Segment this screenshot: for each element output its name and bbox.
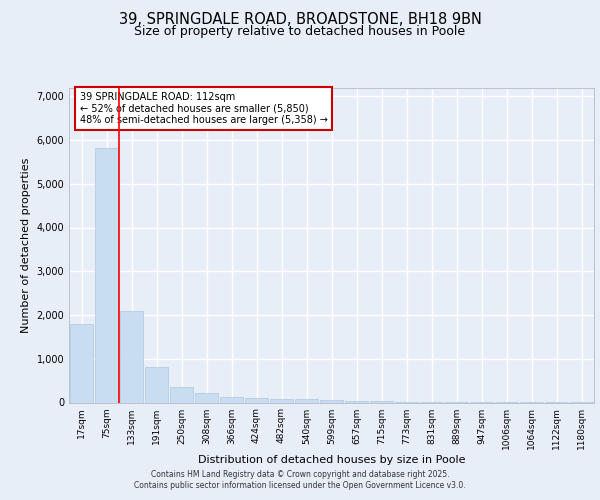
Bar	[320, 400, 343, 402]
Text: Contains HM Land Registry data © Crown copyright and database right 2025.: Contains HM Land Registry data © Crown c…	[151, 470, 449, 479]
Bar	[70, 324, 93, 402]
Text: Size of property relative to detached houses in Poole: Size of property relative to detached ho…	[134, 25, 466, 38]
Bar	[220, 397, 243, 402]
Bar	[295, 400, 318, 402]
Text: 39, SPRINGDALE ROAD, BROADSTONE, BH18 9BN: 39, SPRINGDALE ROAD, BROADSTONE, BH18 9B…	[119, 12, 481, 28]
Bar	[245, 398, 268, 402]
Bar	[170, 387, 193, 402]
Text: Contains public sector information licensed under the Open Government Licence v3: Contains public sector information licen…	[134, 481, 466, 490]
Bar	[145, 366, 168, 402]
Bar	[195, 394, 218, 402]
Y-axis label: Number of detached properties: Number of detached properties	[21, 158, 31, 332]
Bar	[345, 401, 368, 402]
X-axis label: Distribution of detached houses by size in Poole: Distribution of detached houses by size …	[198, 455, 465, 465]
Bar	[120, 311, 143, 402]
Text: 39 SPRINGDALE ROAD: 112sqm
← 52% of detached houses are smaller (5,850)
48% of s: 39 SPRINGDALE ROAD: 112sqm ← 52% of deta…	[79, 92, 328, 126]
Bar	[270, 399, 293, 402]
Bar	[95, 148, 118, 403]
